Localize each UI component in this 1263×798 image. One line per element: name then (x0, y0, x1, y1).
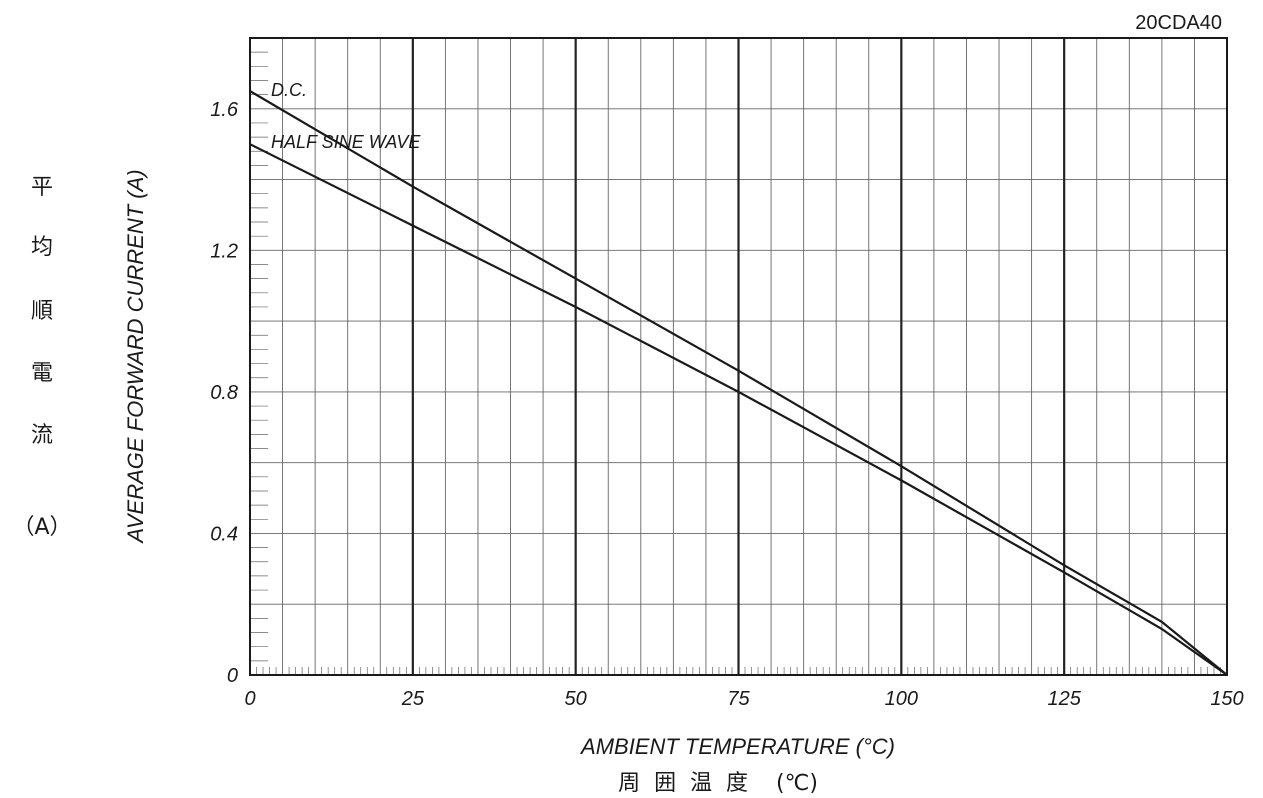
y-axis-title-jp: 平 均 順 電 流 （A） (12, 175, 71, 540)
y-tick-label: 0.8 (210, 382, 238, 404)
y-tick-label: 0.4 (210, 523, 238, 545)
x-tick-label: 0 (244, 688, 255, 710)
x-tick-label: 150 (1210, 688, 1243, 710)
y-axis-title-jp-char: 均 (31, 235, 53, 260)
y-tick-label: 1.2 (210, 240, 238, 262)
series-labels: D.C. HALF SINE WAVE (271, 80, 421, 152)
plot-frame (249, 37, 1228, 676)
x-tick-labels: 0 25 50 75 100 125 150 (244, 688, 1243, 710)
x-tick-label: 50 (565, 688, 587, 710)
y-tick-label: 0 (227, 665, 238, 687)
y-axis-title-jp-char: 電 (31, 361, 53, 386)
x-axis-title: AMBIENT TEMPERATURE (°C) (579, 734, 895, 759)
series-label-dc: D.C. (271, 80, 307, 100)
x-tick-label: 75 (727, 688, 750, 710)
y-axis-title-jp-char: （A） (12, 515, 71, 540)
y-tick-label: 1.6 (210, 99, 239, 121)
y-axis-title-jp-char: 順 (31, 299, 53, 324)
x-tick-label: 25 (401, 688, 425, 710)
x-tick-label: 100 (885, 688, 918, 710)
series-label-half-sine: HALF SINE WAVE (271, 132, 421, 152)
series-line-dc (249, 90, 1228, 676)
y-axis-title: AVERAGE FORWARD CURRENT (A) (123, 169, 148, 544)
y-axis-title-jp-char: 流 (31, 423, 53, 448)
x-tick-label: 125 (1047, 688, 1081, 710)
series-lines (249, 90, 1228, 676)
y-axis-title-jp-char: 平 (31, 175, 53, 200)
major-grid (411, 38, 1066, 675)
x-axis-title-jp: 周 囲 温 度 (℃) (618, 771, 818, 796)
series-line-half-sine (249, 143, 1228, 676)
y-tick-labels: 0 0.4 0.8 1.2 1.6 (210, 99, 239, 687)
model-label: 20CDA40 (1135, 12, 1222, 34)
